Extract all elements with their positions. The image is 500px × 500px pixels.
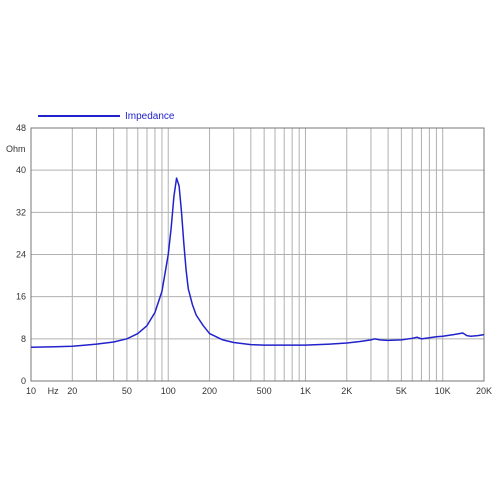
x-tick-label: 1K	[300, 386, 311, 396]
x-tick-label: 5K	[396, 386, 407, 396]
series-group	[30, 177, 485, 349]
x-tick-label: 20	[67, 386, 77, 396]
y-axis-label: Ohm	[6, 144, 26, 154]
x-tick-label: 10K	[435, 386, 451, 396]
x-tick-label: 100	[161, 386, 176, 396]
y-tick-label: 32	[16, 207, 26, 217]
x-tick-label: 2K	[341, 386, 352, 396]
x-tick-label: Hz	[48, 386, 59, 396]
x-tick-label: 500	[257, 386, 272, 396]
y-tick-labels: 0 8 16 24 32 40 48	[16, 123, 26, 386]
x-tick-label: 50	[122, 386, 132, 396]
y-tick-label: 40	[16, 165, 26, 175]
x-tick-label: 20K	[476, 386, 492, 396]
series-line-impedance	[30, 177, 485, 349]
y-tick-label: 48	[16, 123, 26, 133]
y-tick-label: 8	[21, 334, 26, 344]
y-tick-label: 24	[16, 250, 26, 260]
y-tick-label: 16	[16, 292, 26, 302]
y-tick-label: 0	[21, 376, 26, 386]
plot-frame	[30, 127, 485, 382]
x-tick-label: 10	[26, 386, 36, 396]
x-tick-labels: 10 Hz 20 50 100 200 500 1K 2K 5K 10K 20K	[26, 386, 492, 396]
legend-label-impedance: Impedance	[125, 111, 175, 122]
x-tick-label: 200	[202, 386, 217, 396]
legend: Impedance	[38, 111, 175, 122]
